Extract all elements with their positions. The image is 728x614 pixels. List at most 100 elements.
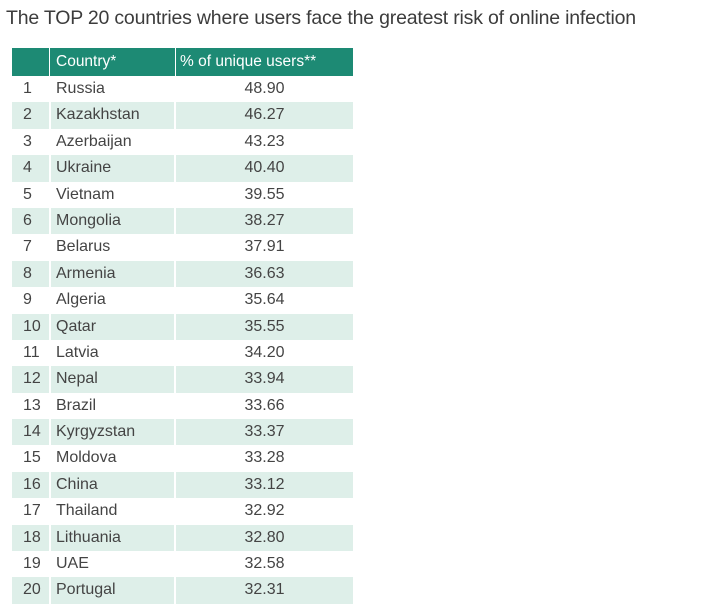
column-divider (174, 102, 176, 129)
table-row: 15 Moldova 33.28 (12, 445, 353, 472)
rank-cell: 8 (23, 264, 32, 282)
table-row: 9 Algeria 35.64 (12, 287, 353, 314)
column-divider (49, 234, 51, 261)
percent-cell: 46.27 (244, 106, 285, 124)
country-cell: Lithuania (56, 528, 121, 546)
table-row: 19 UAE 32.58 (12, 551, 353, 578)
percent-cell: 48.90 (244, 80, 285, 97)
table-row: 12 Nepal 33.94 (12, 366, 353, 393)
table-row: 7 Belarus 37.91 (12, 234, 353, 261)
rank-cell: 6 (23, 211, 32, 229)
column-divider (49, 471, 51, 499)
column-divider (49, 498, 51, 525)
rank-cell: 20 (23, 581, 41, 599)
percent-cell: 32.58 (244, 555, 285, 573)
column-divider (174, 76, 176, 103)
table-body: 1 Russia 48.90 2 Kazakhstan 46.27 3 Azerbaijan 4… (12, 76, 353, 604)
column-divider (49, 524, 51, 552)
percent-cell: 40.40 (244, 159, 285, 177)
country-cell: Nepal (56, 370, 98, 388)
percent-cell: 33.66 (244, 396, 285, 414)
table-row: 18 Lithuania 32.80 (12, 524, 353, 552)
rank-cell: 16 (23, 475, 41, 493)
column-divider (174, 419, 176, 446)
country-cell: Kyrgyzstan (56, 423, 136, 441)
country-cell: China (56, 475, 98, 493)
table-row: 16 China 33.12 (12, 471, 353, 499)
header-rank (12, 48, 49, 76)
table-row: 6 Mongolia 38.27 (12, 207, 353, 235)
column-divider (49, 392, 51, 420)
column-divider (49, 76, 51, 103)
header-divider (175, 48, 176, 76)
country-cell: Latvia (56, 343, 99, 361)
header-divider (49, 48, 50, 76)
table-row: 3 Azerbaijan 43.23 (12, 128, 353, 156)
percent-cell: 36.63 (244, 264, 285, 282)
country-cell: Qatar (56, 317, 97, 335)
percent-cell: 39.55 (244, 185, 285, 203)
column-divider (174, 471, 176, 499)
country-cell: Ukraine (56, 159, 112, 177)
country-cell: UAE (56, 555, 89, 573)
percent-cell: 33.94 (244, 370, 285, 388)
column-divider (49, 207, 51, 235)
column-divider (174, 155, 176, 182)
rank-cell: 1 (23, 80, 32, 97)
country-cell: Brazil (56, 396, 97, 414)
column-divider (174, 392, 176, 420)
percent-cell: 33.37 (244, 423, 285, 441)
country-cell: Moldova (56, 449, 117, 467)
country-cell: Vietnam (56, 185, 115, 203)
percent-cell: 35.55 (244, 317, 285, 335)
percent-cell: 35.64 (244, 291, 285, 309)
rank-cell: 11 (23, 343, 40, 361)
country-cell: Kazakhstan (56, 106, 140, 124)
table-row: 2 Kazakhstan 46.27 (12, 102, 353, 129)
percent-cell: 43.23 (244, 132, 285, 150)
rank-cell: 5 (23, 185, 32, 203)
percent-cell: 38.27 (244, 211, 285, 229)
rank-cell: 14 (23, 423, 41, 441)
country-cell: Portugal (56, 581, 116, 599)
column-divider (174, 260, 176, 288)
percent-cell: 32.92 (244, 502, 285, 520)
rank-cell: 15 (23, 449, 41, 467)
column-divider (49, 419, 51, 446)
column-divider (174, 445, 176, 472)
column-divider (174, 181, 176, 208)
rank-cell: 10 (23, 317, 41, 335)
column-divider (49, 445, 51, 472)
rank-cell: 12 (23, 370, 41, 388)
header-country: Country* (56, 53, 117, 70)
column-divider (49, 339, 51, 367)
percent-cell: 32.31 (244, 581, 285, 599)
table-row: 17 Thailand 32.92 (12, 498, 353, 525)
table-row: 1 Russia 48.90 (12, 76, 353, 103)
percent-cell: 33.12 (244, 475, 285, 493)
rank-cell: 2 (23, 106, 32, 124)
country-cell: Thailand (56, 502, 118, 520)
rank-cell: 9 (23, 291, 32, 309)
column-divider (174, 313, 176, 340)
table-row: 20 Portugal 32.31 (12, 577, 353, 604)
column-divider (174, 128, 176, 156)
column-divider (174, 577, 176, 604)
column-divider (49, 551, 51, 578)
country-cell: Belarus (56, 238, 111, 256)
table-row: 4 Ukraine 40.40 (12, 155, 353, 182)
column-divider (174, 498, 176, 525)
rank-cell: 3 (23, 132, 32, 150)
country-cell: Azerbaijan (56, 132, 132, 150)
percent-cell: 32.80 (244, 528, 285, 546)
column-divider (174, 207, 176, 235)
table-row: 11 Latvia 34.20 (12, 339, 353, 367)
column-divider (49, 260, 51, 288)
rank-cell: 13 (23, 396, 41, 414)
column-divider (49, 155, 51, 182)
column-divider (49, 102, 51, 129)
column-divider (174, 234, 176, 261)
column-divider (174, 551, 176, 578)
percent-cell: 34.20 (244, 343, 285, 361)
column-divider (174, 339, 176, 367)
